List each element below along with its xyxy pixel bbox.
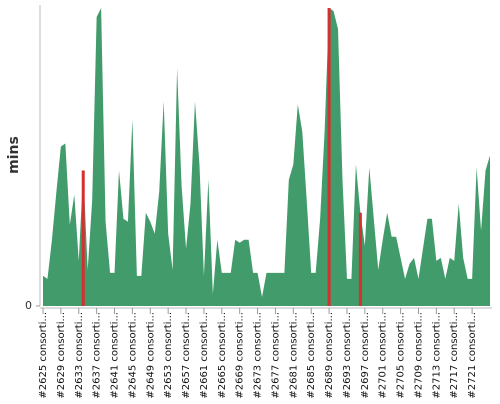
x-tick-label: #2677 consorti... [270, 312, 281, 399]
x-tick-label: #2649 consorti... [145, 312, 156, 399]
x-tick-label: #2653 consorti... [163, 312, 174, 399]
x-tick-label: #2673 consorti... [253, 312, 264, 399]
y-tick-label: 0 [25, 299, 32, 312]
x-tick-label: #2713 consorti... [431, 312, 442, 399]
x-tick-label: #2717 consorti... [449, 312, 460, 399]
x-tick-label: #2637 consorti... [92, 312, 103, 399]
x-tick-label: #2705 consorti... [396, 312, 407, 399]
x-tick-label: #2693 consorti... [342, 312, 353, 399]
area [43, 8, 490, 306]
x-tick-label: #2721 consorti... [467, 312, 478, 399]
x-tick-label: #2697 consorti... [360, 312, 371, 399]
x-tick-label: #2645 consorti... [127, 312, 138, 399]
x-tick-label: #2661 consorti... [199, 312, 210, 399]
x-tick-label: #2641 consorti... [110, 312, 121, 399]
x-tick-label: #2629 consorti... [56, 312, 67, 399]
x-tick-label: #2701 consorti... [378, 312, 389, 399]
x-tick-label: #2657 consorti... [181, 312, 192, 399]
x-tick-label: #2665 consorti... [217, 312, 228, 399]
x-tick-label: #2625 consorti... [38, 312, 49, 399]
x-tick-label: #2681 consorti... [288, 312, 299, 399]
x-tick-label: #2689 consorti... [324, 312, 335, 399]
x-tick-label: #2685 consorti... [306, 312, 317, 399]
x-tick-label: #2709 consorti... [413, 312, 424, 399]
x-tick-label: #2633 consorti... [74, 312, 85, 399]
y-axis-label: mins [6, 136, 22, 174]
x-tick-label: #2669 consorti... [235, 312, 246, 399]
